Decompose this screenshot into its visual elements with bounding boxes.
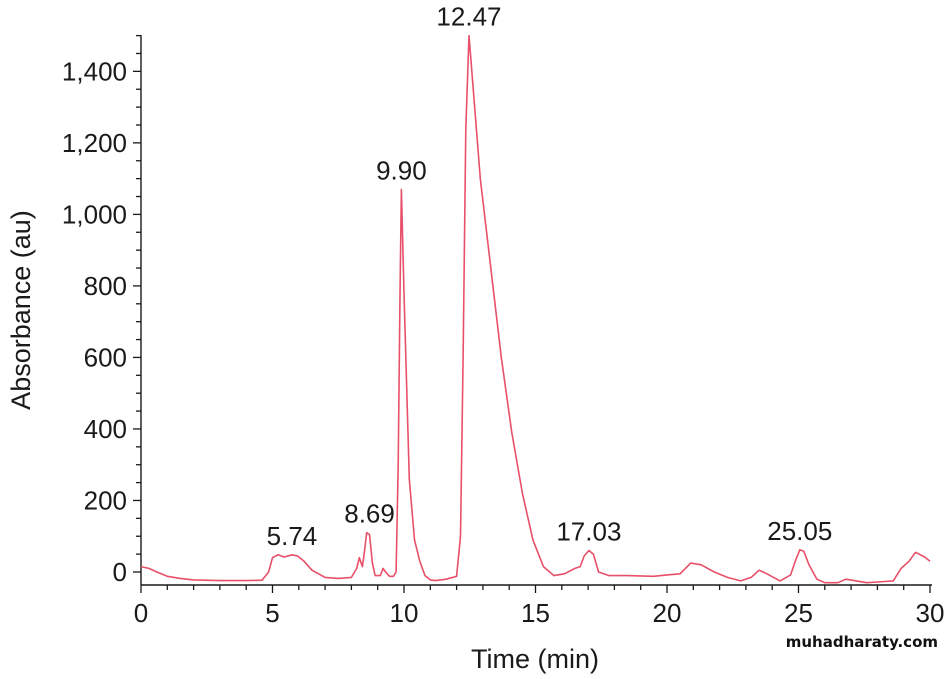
y-tick-label: 1,400 <box>62 56 127 86</box>
y-tick-label: 400 <box>84 414 127 444</box>
x-tick-label: 25 <box>784 598 813 628</box>
x-tick-label: 20 <box>653 598 682 628</box>
y-tick-label: 800 <box>84 271 127 301</box>
peak-label: 5.74 <box>267 521 318 551</box>
absorbance-trace <box>140 34 931 584</box>
peak-label: 8.69 <box>344 499 395 529</box>
y-tick-label: 1,200 <box>62 128 127 158</box>
y-tick-label: 0 <box>113 557 127 587</box>
x-tick-label: 10 <box>390 598 419 628</box>
y-tick-label: 600 <box>84 342 127 372</box>
x-tick-label: 15 <box>521 598 550 628</box>
y-tick-label: 200 <box>84 485 127 515</box>
y-tick-label: 1,000 <box>62 199 127 229</box>
peak-labels: 5.74 8.69 9.90 12.47 17.03 25.05 <box>267 2 833 551</box>
peak-label: 17.03 <box>556 517 621 547</box>
peak-label: 25.05 <box>767 516 832 546</box>
y-axis-title: Absorbance (au) <box>6 210 36 410</box>
x-tick-label: 5 <box>265 598 279 628</box>
x-axis: 0 5 10 15 20 25 30 <box>134 584 945 628</box>
watermark-text: muhadharaty.com <box>785 633 938 651</box>
peak-label: 9.90 <box>376 155 427 185</box>
peak-label: 12.47 <box>436 2 501 32</box>
x-tick-label: 30 <box>916 598 945 628</box>
x-tick-label: 0 <box>134 598 148 628</box>
x-axis-title: Time (min) <box>471 644 599 674</box>
y-axis: 0 200 400 600 800 1,000 1,200 1,400 <box>62 34 142 587</box>
